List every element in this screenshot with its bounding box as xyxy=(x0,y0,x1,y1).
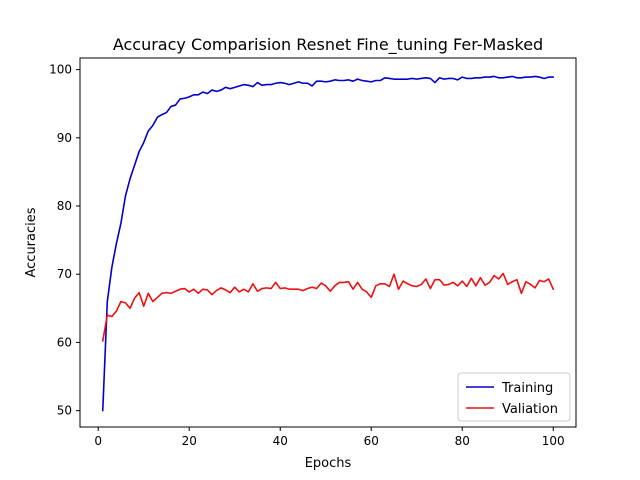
y-axis: 50 60 70 80 90 100 xyxy=(49,63,80,418)
legend-label-valiation: Valiation xyxy=(502,402,558,417)
x-tick-label: 0 xyxy=(94,434,102,448)
x-tick-label: 60 xyxy=(364,434,379,448)
y-tick-label: 60 xyxy=(57,335,72,349)
y-tick-label: 90 xyxy=(57,131,72,145)
series-layer xyxy=(101,75,555,412)
chart-title: Accuracy Comparision Resnet Fine_tuning … xyxy=(113,35,543,55)
x-tick-label: 20 xyxy=(182,434,197,448)
legend-label-training: Training xyxy=(501,381,553,396)
y-tick-label: 80 xyxy=(57,199,72,213)
y-tick-label: 100 xyxy=(49,63,72,77)
x-tick-label: 80 xyxy=(455,434,470,448)
y-axis-label: Accuracies xyxy=(24,207,39,277)
y-tick-label: 50 xyxy=(57,404,72,418)
y-tick-label: 70 xyxy=(57,267,72,281)
x-tick-label: 100 xyxy=(542,434,565,448)
legend-box xyxy=(457,372,571,422)
series-line-training xyxy=(101,75,555,412)
legend: Training Valiation xyxy=(457,372,571,422)
x-axis-label: Epochs xyxy=(305,456,352,471)
x-tick-label: 40 xyxy=(273,434,288,448)
plot-frame xyxy=(79,57,577,428)
x-axis: 0 20 40 60 80 100 xyxy=(94,427,565,448)
series-line-valiation xyxy=(101,272,555,342)
